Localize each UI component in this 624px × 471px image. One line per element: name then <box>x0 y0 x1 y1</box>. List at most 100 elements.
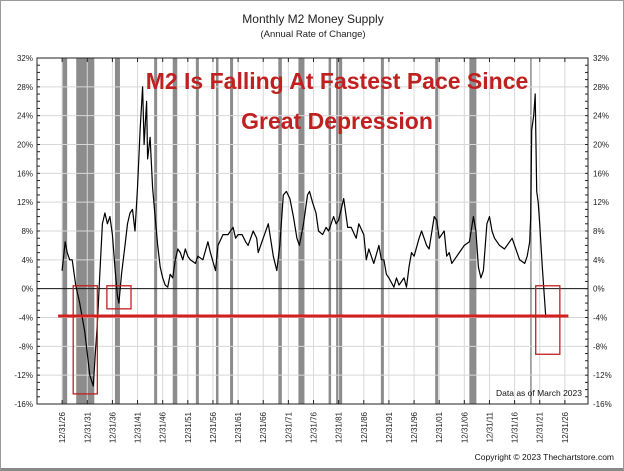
data-point <box>486 223 488 225</box>
data-point <box>333 216 335 217</box>
y-tick-label-left: 32% <box>17 54 33 63</box>
data-point <box>106 223 108 225</box>
data-point <box>312 201 313 203</box>
data-point <box>541 266 543 268</box>
data-point <box>257 252 259 254</box>
data-point <box>241 234 243 236</box>
y-tick-label-left: 4% <box>21 256 33 265</box>
data-point <box>127 223 128 225</box>
data-point <box>309 190 310 192</box>
data-point <box>325 226 327 228</box>
data-point <box>350 226 352 228</box>
y-tick-label-right: 16% <box>593 169 609 178</box>
data-point <box>149 136 151 138</box>
data-point <box>256 237 258 239</box>
x-tick-label: 12/31/11 <box>485 411 494 442</box>
data-point <box>398 284 400 286</box>
data-point <box>267 223 269 225</box>
copyright: Copyright © 2023 Thechartstore.com <box>475 452 614 462</box>
data-point <box>463 245 465 246</box>
data-point <box>365 259 367 261</box>
data-point <box>99 273 101 275</box>
data-point <box>289 198 291 199</box>
data-point <box>347 226 349 228</box>
data-point <box>491 230 493 232</box>
data-point <box>94 353 96 354</box>
y-tick-label-left: 12% <box>17 198 33 207</box>
x-tick-label: 12/31/96 <box>410 411 419 443</box>
data-point <box>235 237 236 239</box>
y-tick-label-left: -12% <box>14 371 33 380</box>
data-point <box>159 266 161 268</box>
data-point <box>530 216 532 217</box>
data-point <box>411 252 412 254</box>
data-point <box>393 286 395 288</box>
data-point <box>524 263 526 264</box>
chart-title: Monthly M2 Money Supply <box>242 12 383 26</box>
data-point <box>162 277 164 279</box>
data-point <box>328 230 329 232</box>
data-point <box>114 266 116 268</box>
data-point <box>167 286 169 288</box>
annotation-line-1: M2 Is Falling At Fastest Pace Since <box>146 68 529 94</box>
data-point <box>210 252 211 254</box>
data-point <box>519 259 521 261</box>
data-point <box>423 237 425 239</box>
y-tick-label-right: -4% <box>593 314 607 323</box>
x-tick-label: 12/31/21 <box>536 411 545 443</box>
highlight-box <box>106 285 132 310</box>
y-tick-label-left: 0% <box>21 285 33 294</box>
y-tick-label-left: -16% <box>14 400 33 409</box>
y-tick-label-right: 0% <box>593 285 605 294</box>
y-tick-label-left: 16% <box>17 169 33 178</box>
y-tick-label-left: -8% <box>19 342 33 351</box>
data-point <box>179 252 181 254</box>
data-point <box>292 216 294 217</box>
data-point <box>453 259 455 261</box>
annotation-line-2: Great Depression <box>241 108 433 134</box>
data-point <box>104 212 106 214</box>
data-point <box>299 245 300 246</box>
data-point <box>472 216 474 217</box>
data-point <box>478 266 479 268</box>
data-point <box>279 245 281 246</box>
data-point <box>318 230 319 232</box>
data-point <box>154 216 156 217</box>
data-point <box>215 270 216 272</box>
data-point <box>285 190 287 192</box>
x-tick-label: 12/31/66 <box>259 411 268 443</box>
data-point <box>380 259 382 261</box>
y-tick-label-right: -16% <box>593 400 612 409</box>
data-point <box>276 270 278 272</box>
data-point <box>428 248 430 250</box>
data-point <box>217 245 219 246</box>
data-point <box>197 255 199 257</box>
data-point <box>514 245 516 246</box>
data-point <box>543 295 545 297</box>
data-point <box>252 230 254 232</box>
data-point <box>137 187 138 189</box>
data-point <box>164 284 166 286</box>
data-point <box>433 216 435 217</box>
data-point <box>529 241 531 243</box>
x-tick-label: 12/31/01 <box>435 411 444 443</box>
x-tick-label: 12/31/06 <box>460 411 469 443</box>
data-point <box>438 237 440 239</box>
data-point <box>177 248 179 250</box>
x-tick-label: 12/31/91 <box>385 411 394 443</box>
x-tick-label: 12/31/26 <box>561 411 570 443</box>
y-tick-label-left: -4% <box>19 314 33 323</box>
data-point <box>169 273 171 275</box>
data-point <box>396 277 397 279</box>
data-point <box>139 129 141 131</box>
data-point <box>322 234 323 236</box>
data-point <box>172 277 174 279</box>
data-point <box>132 208 133 210</box>
data-point <box>533 115 535 117</box>
data-point <box>406 286 407 288</box>
y-tick-label-right: 12% <box>593 198 609 207</box>
data-point <box>373 263 375 264</box>
y-tick-label-left: 28% <box>17 83 33 92</box>
y-tick-label-left: 24% <box>17 112 33 121</box>
data-point <box>441 234 443 236</box>
